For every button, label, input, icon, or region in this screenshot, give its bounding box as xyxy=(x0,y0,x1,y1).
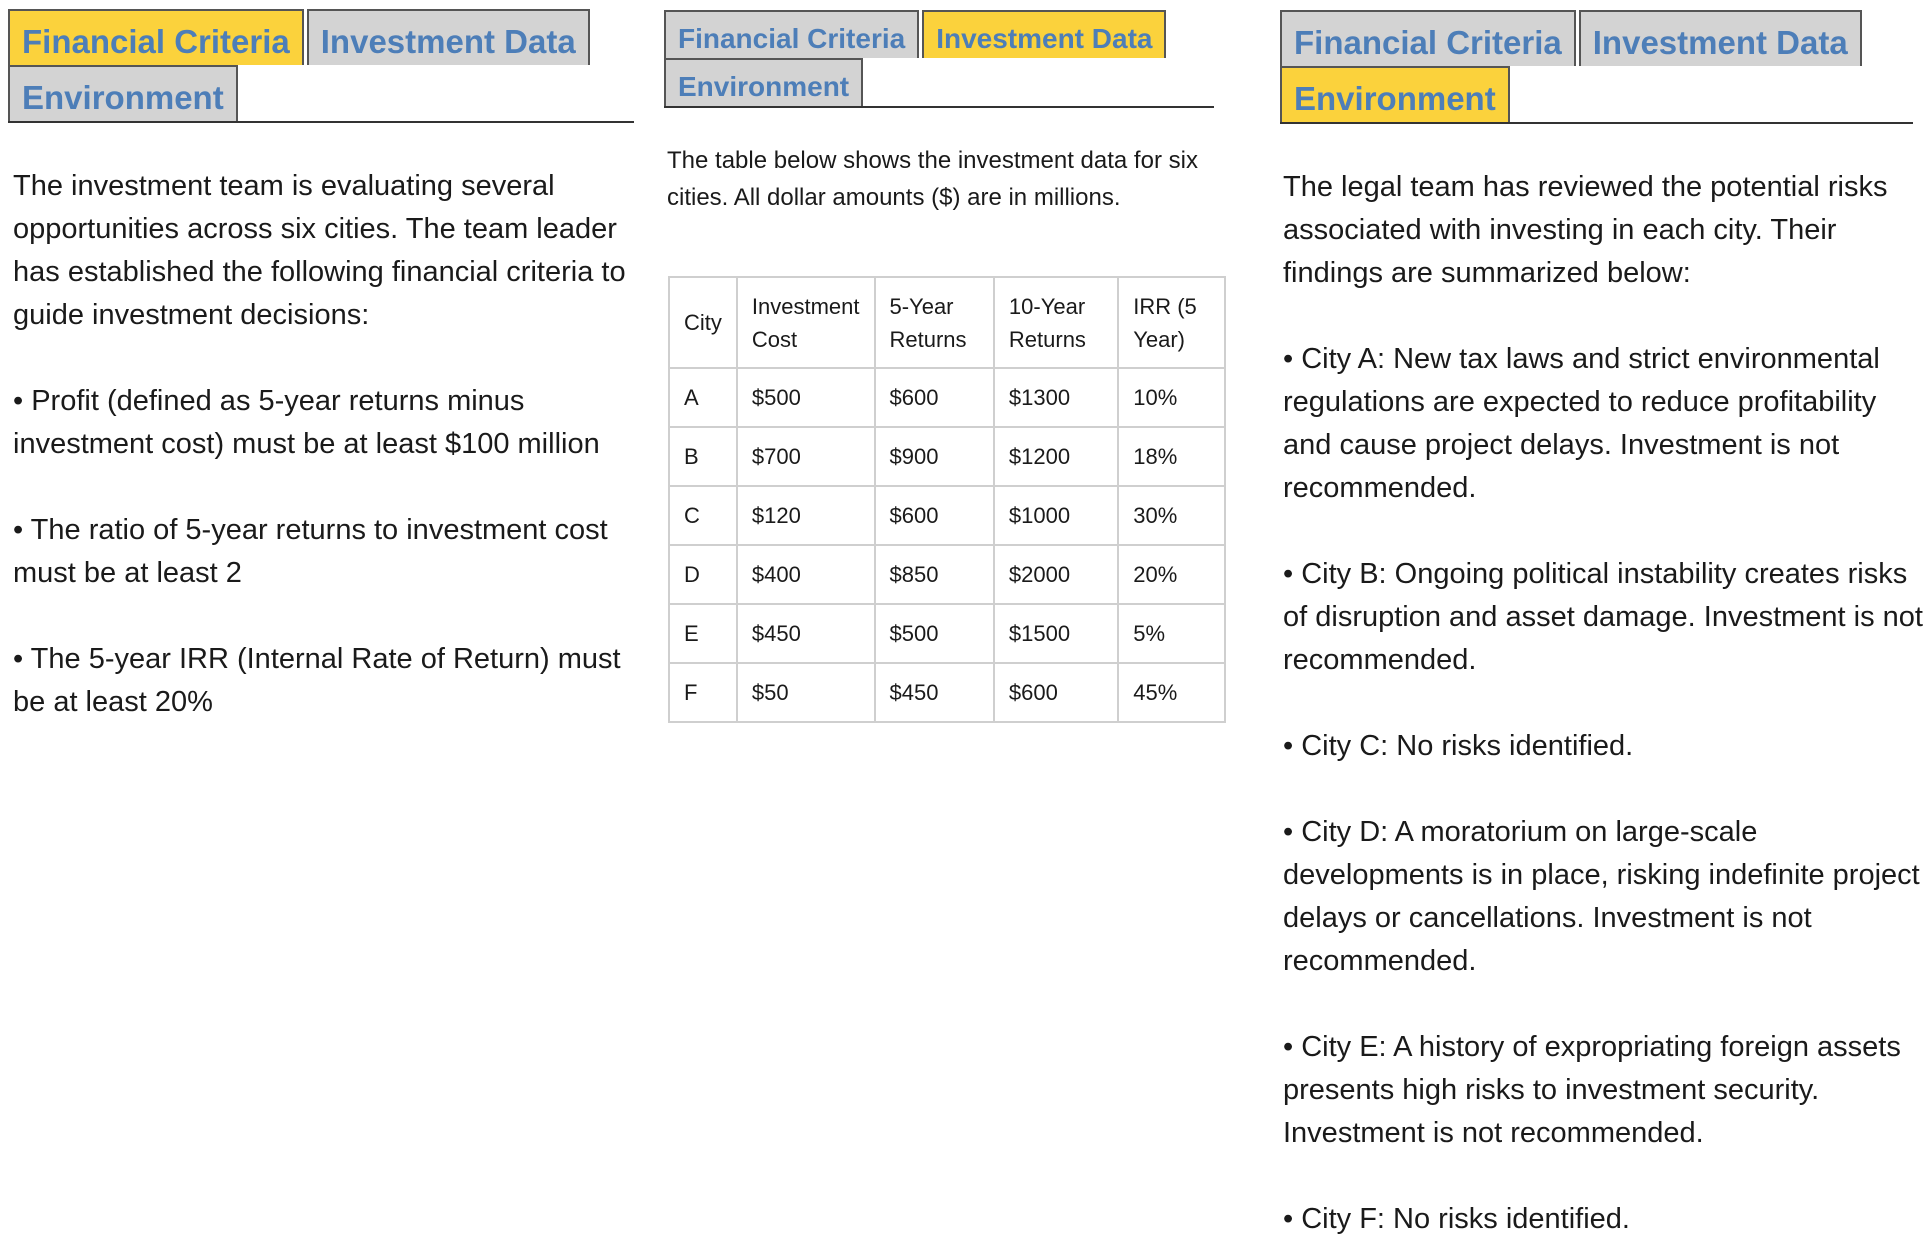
cell-city: B xyxy=(668,426,738,487)
header-investment-cost: Investment Cost xyxy=(735,276,876,369)
cell-5-year-returns: $850 xyxy=(873,544,995,605)
criterion-ratio: • The ratio of 5-year returns to investm… xyxy=(13,514,608,589)
cell-city: E xyxy=(668,603,738,664)
tab-bar: Financial Criteria Investment Data Envir… xyxy=(8,9,634,123)
header-5-year-returns: 5-Year Returns xyxy=(873,276,995,369)
environment-panel: Financial Criteria Investment Data Envir… xyxy=(1280,0,1924,1241)
cell-investment-cost: $450 xyxy=(735,603,876,664)
cell-irr: 45% xyxy=(1117,662,1226,723)
intro-paragraph: The legal team has reviewed the potentia… xyxy=(1283,171,1888,289)
tab-financial-criteria[interactable]: Financial Criteria xyxy=(1280,10,1576,66)
cell-irr: 20% xyxy=(1117,544,1226,605)
cell-10-year-returns: $1200 xyxy=(992,426,1120,487)
table-header-row: City Investment Cost 5-Year Returns 10-Y… xyxy=(668,276,1226,369)
tab-investment-data[interactable]: Investment Data xyxy=(306,9,590,65)
tab-environment[interactable]: Environment xyxy=(1280,66,1510,122)
tab-financial-criteria[interactable]: Financial Criteria xyxy=(8,9,304,65)
risk-city-d: • City D: A moratorium on large-scale de… xyxy=(1283,816,1920,977)
cell-investment-cost: $50 xyxy=(735,662,876,723)
table-row: C $120 $600 $1000 30% xyxy=(668,485,1226,546)
cell-10-year-returns: $1500 xyxy=(992,603,1120,664)
risk-city-e: • City E: A history of expropriating for… xyxy=(1283,1031,1901,1149)
cell-investment-cost: $400 xyxy=(735,544,876,605)
cell-irr: 10% xyxy=(1117,367,1226,428)
tab-investment-data[interactable]: Investment Data xyxy=(1578,10,1862,66)
cell-investment-cost: $500 xyxy=(735,367,876,428)
tab-bar: Financial Criteria Investment Data Envir… xyxy=(664,10,1214,108)
cell-city: C xyxy=(668,485,738,546)
tab-investment-data[interactable]: Investment Data xyxy=(922,10,1167,58)
table-row: E $450 $500 $1500 5% xyxy=(668,603,1226,664)
cell-investment-cost: $120 xyxy=(735,485,876,546)
cell-5-year-returns: $600 xyxy=(873,485,995,546)
risk-city-c: • City C: No risks identified. xyxy=(1283,730,1634,762)
intro-paragraph: The investment team is evaluating severa… xyxy=(13,170,626,331)
investment-data-panel: Financial Criteria Investment Data Envir… xyxy=(664,0,1226,723)
cell-5-year-returns: $900 xyxy=(873,426,995,487)
cell-irr: 18% xyxy=(1117,426,1226,487)
tab-environment[interactable]: Environment xyxy=(8,65,238,121)
cell-investment-cost: $700 xyxy=(735,426,876,487)
risk-city-b: • City B: Ongoing political instability … xyxy=(1283,558,1923,676)
tab-environment[interactable]: Environment xyxy=(664,58,864,106)
risk-city-a: • City A: New tax laws and strict enviro… xyxy=(1283,343,1880,504)
table-row: F $50 $450 $600 45% xyxy=(668,662,1226,723)
criterion-irr: • The 5-year IRR (Internal Rate of Retur… xyxy=(13,643,621,718)
table-row: D $400 $850 $2000 20% xyxy=(668,544,1226,605)
cell-irr: 5% xyxy=(1117,603,1226,664)
financial-criteria-text: The investment team is evaluating severa… xyxy=(13,165,633,724)
table-intro: The table below shows the investment dat… xyxy=(667,147,1198,211)
cell-city: A xyxy=(668,367,738,428)
cell-10-year-returns: $1300 xyxy=(992,367,1120,428)
cell-irr: 30% xyxy=(1117,485,1226,546)
cell-5-year-returns: $600 xyxy=(873,367,995,428)
cell-5-year-returns: $450 xyxy=(873,662,995,723)
cell-city: D xyxy=(668,544,738,605)
header-city: City xyxy=(668,276,738,369)
header-10-year-returns: 10-Year Returns xyxy=(992,276,1120,369)
investment-table: City Investment Cost 5-Year Returns 10-Y… xyxy=(668,276,1226,723)
criterion-profit: • Profit (defined as 5-year returns minu… xyxy=(13,385,600,460)
header-irr: IRR (5 Year) xyxy=(1117,276,1226,369)
environment-text: The legal team has reviewed the potentia… xyxy=(1283,166,1923,1241)
table-row: A $500 $600 $1300 10% xyxy=(668,367,1226,428)
cell-10-year-returns: $2000 xyxy=(992,544,1120,605)
cell-10-year-returns: $600 xyxy=(992,662,1120,723)
cell-10-year-returns: $1000 xyxy=(992,485,1120,546)
financial-criteria-panel: Financial Criteria Investment Data Envir… xyxy=(0,0,640,724)
cell-5-year-returns: $500 xyxy=(873,603,995,664)
tab-financial-criteria[interactable]: Financial Criteria xyxy=(664,10,920,58)
cell-city: F xyxy=(668,662,738,723)
risk-city-f: • City F: No risks identified. xyxy=(1283,1203,1630,1235)
table-row: B $700 $900 $1200 18% xyxy=(668,426,1226,487)
tab-bar: Financial Criteria Investment Data Envir… xyxy=(1280,10,1913,124)
